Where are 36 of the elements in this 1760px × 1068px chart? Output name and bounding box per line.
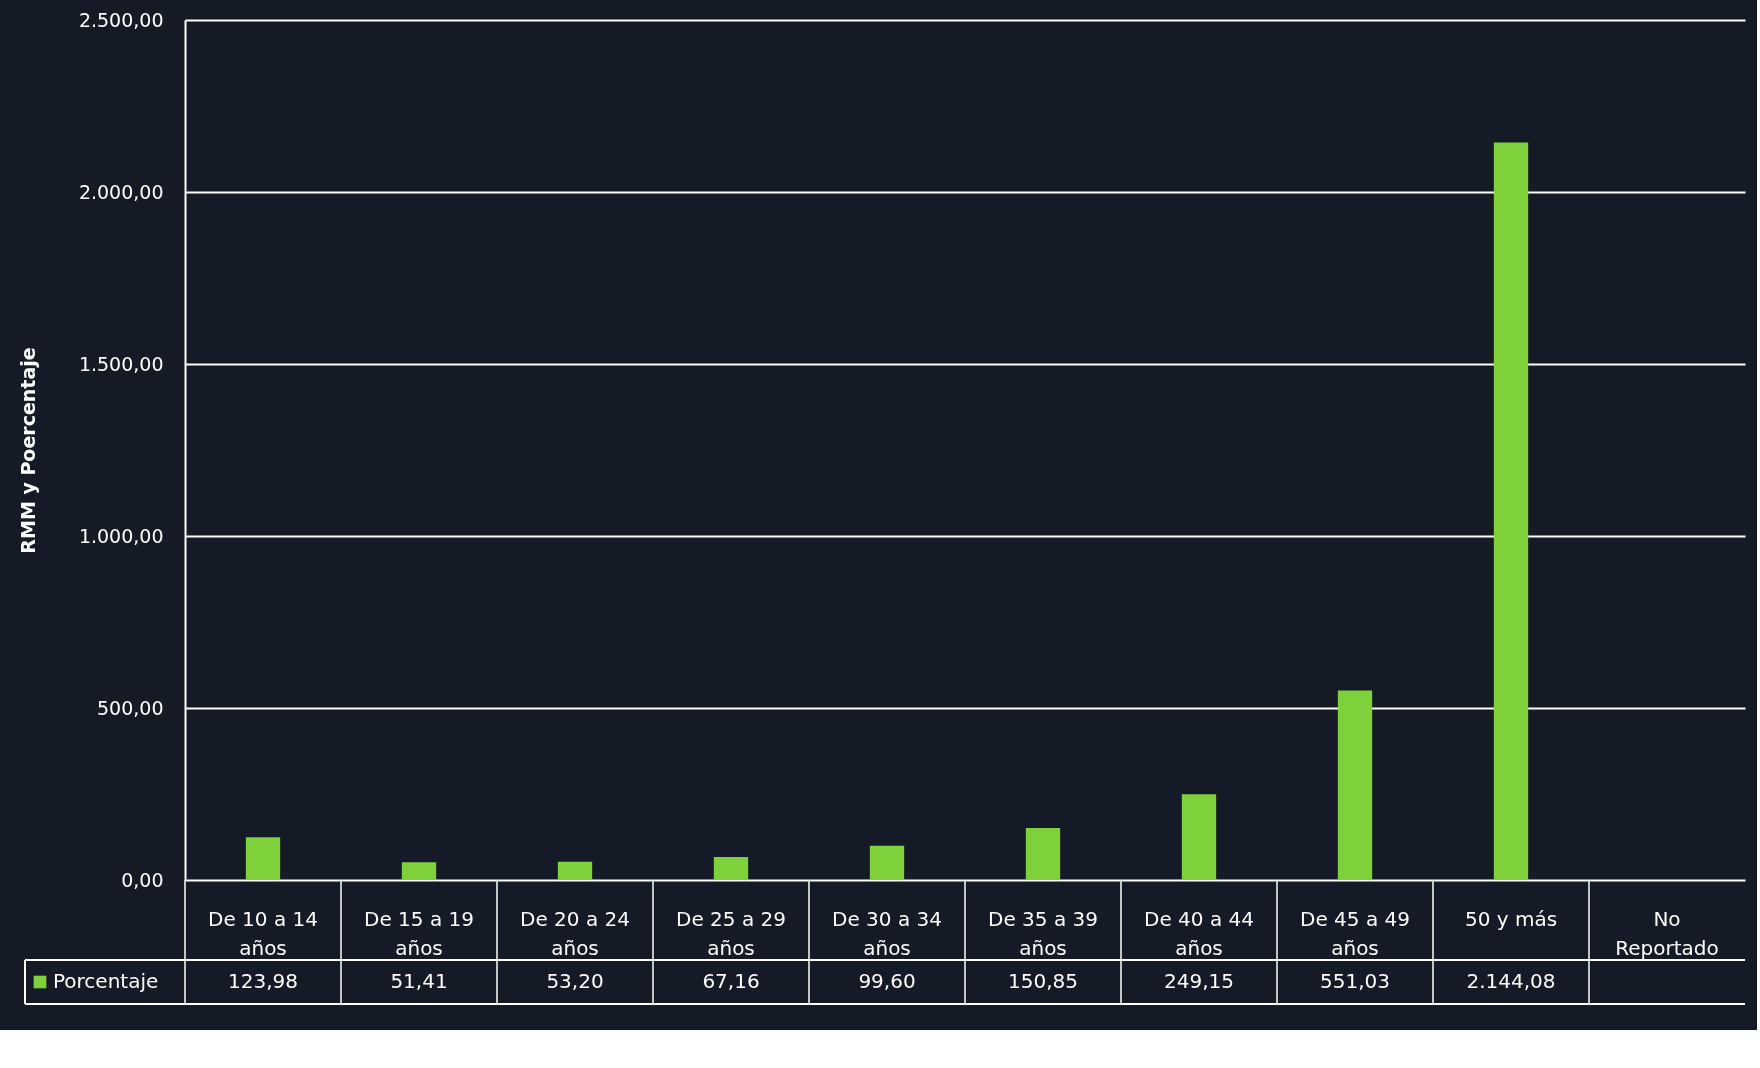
bar [1025, 828, 1061, 880]
data-label: 67,16 [702, 969, 760, 993]
bar [245, 837, 281, 880]
bar [1181, 794, 1217, 880]
x-tick-label: De 40 a 44 años [1144, 907, 1254, 960]
legend-label: Porcentaje [53, 969, 159, 993]
bar [1337, 690, 1373, 880]
data-label: 2.144,08 [1466, 969, 1556, 993]
data-label: 249,15 [1164, 969, 1234, 993]
x-tick-label: De 10 a 14 años [208, 907, 318, 960]
y-tick-label: 2.500,00 [78, 8, 164, 31]
data-label: 551,03 [1320, 969, 1390, 993]
x-tick-label: De 45 a 49 años [1300, 907, 1410, 960]
bar [713, 856, 749, 880]
bar [401, 862, 437, 880]
y-tick-label: 1.500,00 [78, 352, 164, 375]
y-tick-label: 1.000,00 [78, 524, 164, 547]
data-label: 53,20 [546, 969, 604, 993]
data-label: 150,85 [1008, 969, 1078, 993]
data-label: 99,60 [858, 969, 916, 993]
x-tick-label: De 35 a 39 años [988, 907, 1098, 960]
y-tick-label: 500,00 [97, 696, 164, 719]
y-tick-label: 0,00 [121, 868, 164, 891]
y-tick-label: 2.000,00 [78, 180, 164, 203]
x-tick-label: 50 y más [1464, 907, 1558, 931]
bar [869, 845, 905, 880]
x-tick-label: De 25 a 29 años [676, 907, 786, 960]
bar [1493, 142, 1529, 880]
x-tick-label: No Reportado [1615, 907, 1719, 960]
x-tick-label: De 20 a 24 años [520, 907, 630, 960]
x-tick-label: De 15 a 19 años [364, 907, 474, 960]
x-tick-label: De 30 a 34 años [832, 907, 942, 960]
bar [557, 861, 593, 880]
data-label: 51,41 [390, 969, 448, 993]
data-label: 123,98 [228, 969, 298, 993]
y-axis-title: RMM y Poercentaje [16, 347, 39, 554]
